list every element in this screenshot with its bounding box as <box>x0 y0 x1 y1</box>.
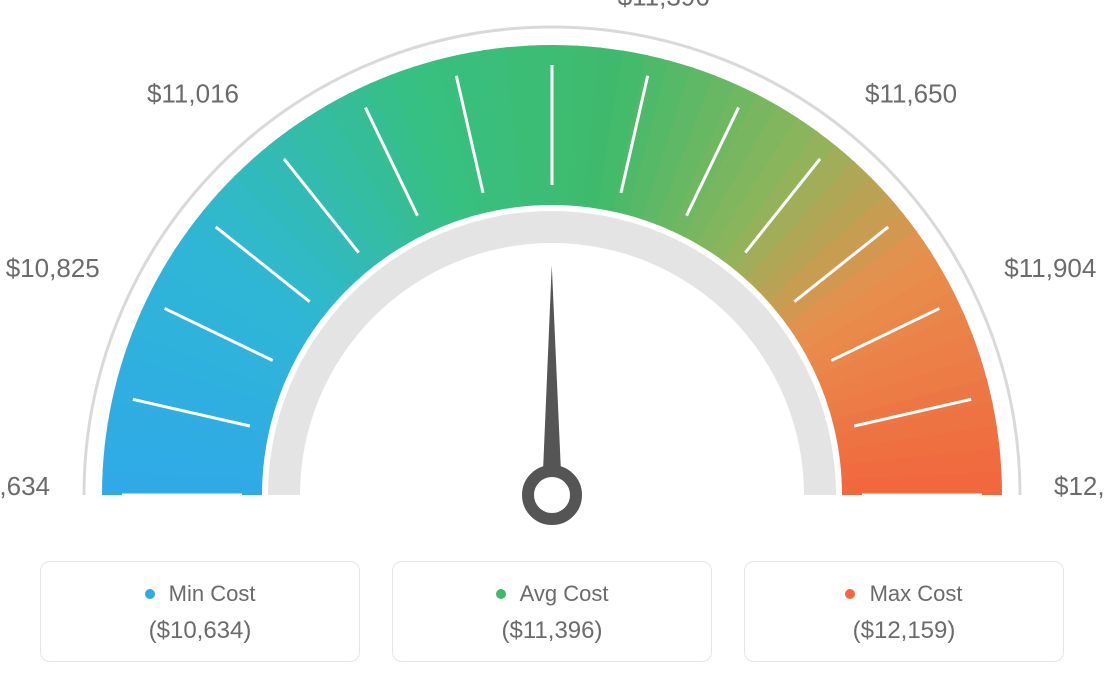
min-cost-value: ($10,634) <box>51 617 349 645</box>
summary-cards: Min Cost ($10,634) Avg Cost ($11,396) Ma… <box>0 561 1104 662</box>
min-cost-title: Min Cost <box>51 580 349 607</box>
min-cost-card: Min Cost ($10,634) <box>40 561 360 662</box>
gauge-chart: $10,634 $10,825 $11,016 $11,396 $11,650 $11,9… <box>0 0 1104 560</box>
svg-text:$10,634: $10,634 <box>0 471 50 501</box>
svg-text:$11,396: $11,396 <box>618 0 710 12</box>
max-cost-card: Max Cost ($12,159) <box>744 561 1064 662</box>
avg-cost-card: Avg Cost ($11,396) <box>392 561 712 662</box>
avg-cost-title: Avg Cost <box>403 580 701 607</box>
cost-gauge-widget: $10,634 $10,825 $11,016 $11,396 $11,650 $11,9… <box>0 0 1104 690</box>
avg-dot-icon <box>496 589 506 599</box>
min-dot-icon <box>145 589 155 599</box>
max-dot-icon <box>845 589 855 599</box>
max-cost-value: ($12,159) <box>755 617 1053 645</box>
max-cost-label: Max Cost <box>870 581 963 606</box>
svg-text:$10,825: $10,825 <box>6 253 100 283</box>
svg-text:$12,159: $12,159 <box>1054 471 1104 501</box>
svg-text:$11,650: $11,650 <box>865 79 957 109</box>
max-cost-title: Max Cost <box>755 580 1053 607</box>
svg-text:$11,904: $11,904 <box>1004 253 1096 283</box>
avg-cost-value: ($11,396) <box>403 617 701 645</box>
svg-text:$11,016: $11,016 <box>147 79 239 109</box>
min-cost-label: Min Cost <box>169 581 256 606</box>
avg-cost-label: Avg Cost <box>520 581 609 606</box>
